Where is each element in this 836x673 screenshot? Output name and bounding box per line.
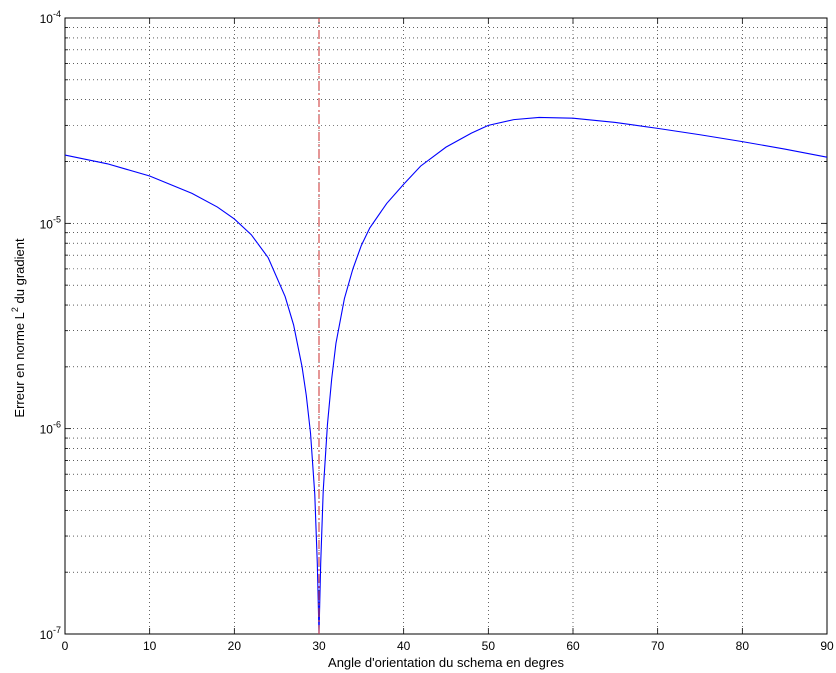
x-tick-label: 90 (820, 639, 834, 653)
y-tick-label: 10-6 (40, 420, 61, 437)
x-tick-label: 20 (228, 639, 242, 653)
y-tick-base: 10 (40, 628, 54, 642)
y-tick-exponent: -7 (53, 625, 61, 635)
x-tick-label: 0 (62, 639, 69, 653)
x-tick-label: 70 (651, 639, 665, 653)
y-tick-label: 10-4 (40, 9, 61, 26)
y-tick-exponent: -4 (53, 9, 61, 19)
x-tick-label: 80 (736, 639, 750, 653)
y-axis-label: Erreur en norme L2 du gradient (10, 238, 27, 418)
y-tick-label: 10-7 (40, 625, 61, 642)
plot-border (64, 17, 828, 635)
x-tick-label: 40 (397, 639, 411, 653)
x-tick-label: 30 (312, 639, 326, 653)
y-tick-label: 10-5 (40, 214, 61, 231)
y-tick-base: 10 (40, 217, 54, 231)
y-tick-exponent: -5 (53, 214, 61, 224)
x-axis-label: Angle d'orientation du schema en degres (328, 655, 564, 670)
grid (65, 18, 827, 634)
y-tick-exponent: -6 (53, 420, 61, 430)
x-tick-label: 10 (143, 639, 157, 653)
y-axis-label-rest: du gradient (12, 238, 27, 307)
x-tick-label: 50 (482, 639, 496, 653)
y-tick-base: 10 (40, 12, 54, 26)
y-axis-label-superscript: 2 (10, 307, 20, 312)
data-series (64, 18, 828, 635)
y-tick-base: 10 (40, 423, 54, 437)
plot-frame (64, 17, 828, 635)
y-axis-label-main: Erreur en norme L (12, 312, 27, 418)
error-curve-line (64, 116, 828, 635)
x-tick-label: 60 (566, 639, 580, 653)
